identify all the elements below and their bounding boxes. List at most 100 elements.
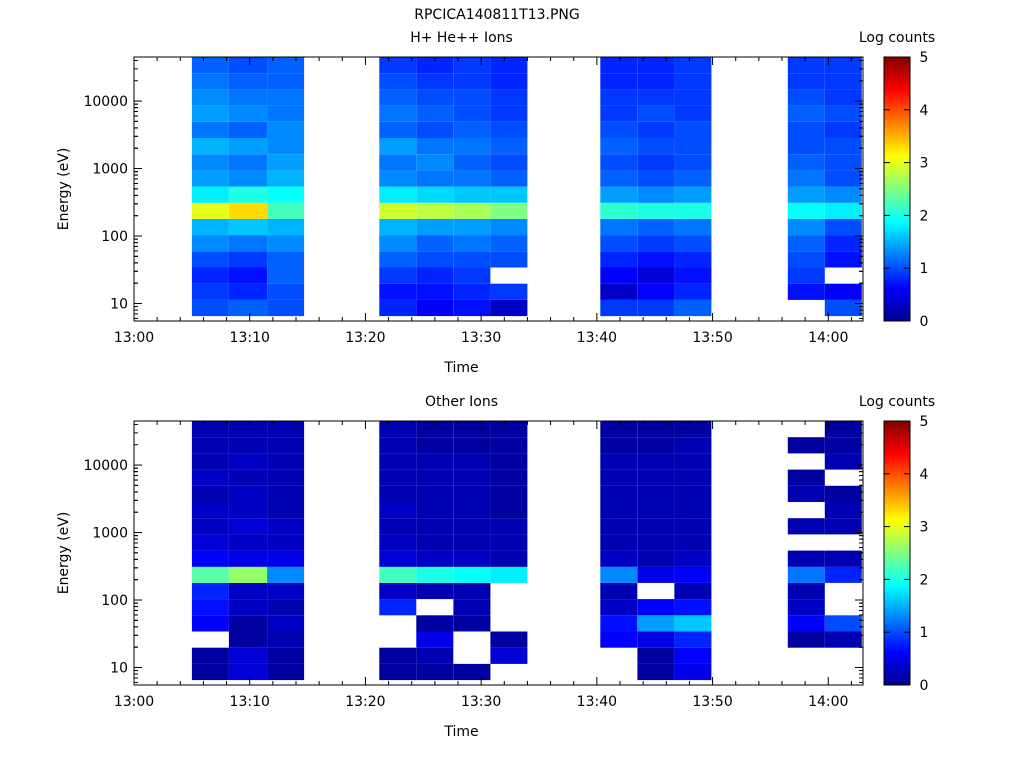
heatmap-cell	[600, 518, 638, 535]
heatmap-cell	[416, 550, 454, 567]
heatmap-cell	[267, 299, 305, 317]
heatmap-cell	[267, 518, 305, 535]
y-tick-label: 1000	[92, 162, 128, 178]
heatmap-cell	[191, 647, 229, 664]
heatmap-cell	[416, 631, 454, 648]
y-tick-label: 10	[110, 296, 128, 312]
heatmap-cell	[787, 599, 825, 616]
heatmap-cell	[453, 421, 491, 438]
heatmap-cell	[600, 566, 638, 583]
heatmap-cell	[453, 550, 491, 567]
heatmap-cell	[600, 421, 638, 438]
heatmap-cell	[674, 453, 712, 470]
heatmap-cell	[824, 299, 862, 317]
heatmap-cell	[600, 57, 638, 74]
heatmap-cell	[490, 566, 528, 583]
heatmap-cell	[228, 299, 268, 317]
heatmap-cell	[824, 218, 862, 236]
heatmap-cell	[453, 105, 491, 122]
x-tick-label: 14:00	[808, 694, 848, 710]
heatmap-cell	[191, 283, 229, 300]
heatmap-cell	[228, 502, 268, 519]
heatmap-cell	[787, 518, 825, 535]
heatmap-cell	[191, 615, 229, 632]
heatmap-cell	[600, 283, 638, 300]
heatmap-cell	[674, 121, 712, 138]
colorbar-tick-label: 3	[920, 156, 929, 172]
heatmap-cell	[637, 202, 675, 219]
heatmap-cell	[637, 267, 675, 284]
heatmap-cell	[228, 267, 268, 284]
heatmap-cell	[824, 518, 862, 535]
heatmap-cell	[267, 89, 305, 106]
heatmap-cell	[416, 647, 454, 664]
heatmap-cell	[228, 170, 268, 187]
heatmap-cell	[379, 154, 417, 171]
x-tick-label: 13:00	[114, 330, 154, 346]
heatmap-cell	[824, 631, 862, 648]
bottom-panel: 13:00 13:10 13:20 13:30 13:40 13:50 14:0010100…	[56, 394, 935, 740]
heatmap-cell	[416, 485, 454, 502]
heatmap-cell	[379, 299, 417, 317]
heatmap-cell	[379, 121, 417, 138]
heatmap-cell	[228, 534, 268, 551]
heatmap-cell	[453, 154, 491, 171]
heatmap-cell	[824, 566, 862, 583]
heatmap-cell	[824, 550, 862, 567]
heatmap-cell	[674, 469, 712, 486]
heatmap-cell	[674, 105, 712, 122]
heatmap-cell	[267, 235, 305, 252]
heatmap-cell	[453, 89, 491, 106]
heatmap-cell	[787, 631, 825, 648]
heatmap-cell	[228, 57, 268, 74]
heatmap-cell	[267, 283, 305, 300]
heatmap-cell	[787, 138, 825, 155]
heatmap-cell	[787, 186, 825, 203]
heatmap-cell	[637, 73, 675, 90]
heatmap-cell	[674, 485, 712, 502]
heatmap-cell	[228, 518, 268, 535]
heatmap-cell	[416, 566, 454, 583]
heatmap-cell	[191, 582, 229, 600]
heatmap-cell	[490, 121, 528, 138]
heatmap-cell	[416, 218, 454, 236]
top-panel: 13:00 13:10 13:20 13:30 13:40 13:50 14:0010100…	[56, 30, 935, 376]
colorbar-tick-label: 0	[920, 314, 929, 330]
heatmap-cell	[674, 57, 712, 74]
heatmap-cell	[787, 154, 825, 171]
heatmap-cell	[267, 202, 305, 219]
heatmap-cell	[824, 154, 862, 171]
heatmap-cell	[490, 218, 528, 236]
heatmap-cell	[490, 550, 528, 567]
heatmap-cell	[637, 550, 675, 567]
heatmap-cell	[267, 550, 305, 567]
heatmap-cell	[824, 89, 862, 106]
heatmap-cell	[416, 582, 454, 600]
heatmap-cell	[453, 599, 491, 616]
heatmap-cell	[824, 121, 862, 138]
heatmap-cell	[490, 138, 528, 155]
heatmap-cell	[379, 105, 417, 122]
heatmap-cell	[787, 283, 825, 300]
heatmap-cell	[787, 73, 825, 90]
heatmap-cell	[228, 235, 268, 252]
heatmap-cell	[191, 453, 229, 470]
heatmap-cell	[191, 421, 229, 438]
x-tick-label: 13:10	[230, 694, 270, 710]
heatmap-cell	[674, 502, 712, 519]
panel-title: H+ He++ Ions	[410, 30, 513, 46]
heatmap-cell	[379, 186, 417, 203]
heatmap-cell	[191, 218, 229, 236]
heatmap-cell	[637, 599, 675, 616]
heatmap-cell	[787, 170, 825, 187]
heatmap-cell	[787, 582, 825, 600]
heatmap-cell	[600, 121, 638, 138]
heatmap-cell	[674, 299, 712, 317]
heatmap-cell	[228, 89, 268, 106]
heatmap-cell	[267, 566, 305, 583]
heatmap-cell	[416, 251, 454, 268]
colorbar-tick-label: 1	[920, 261, 929, 277]
heatmap-cell	[824, 105, 862, 122]
heatmap-cell	[787, 469, 825, 486]
heatmap-cell	[600, 186, 638, 203]
